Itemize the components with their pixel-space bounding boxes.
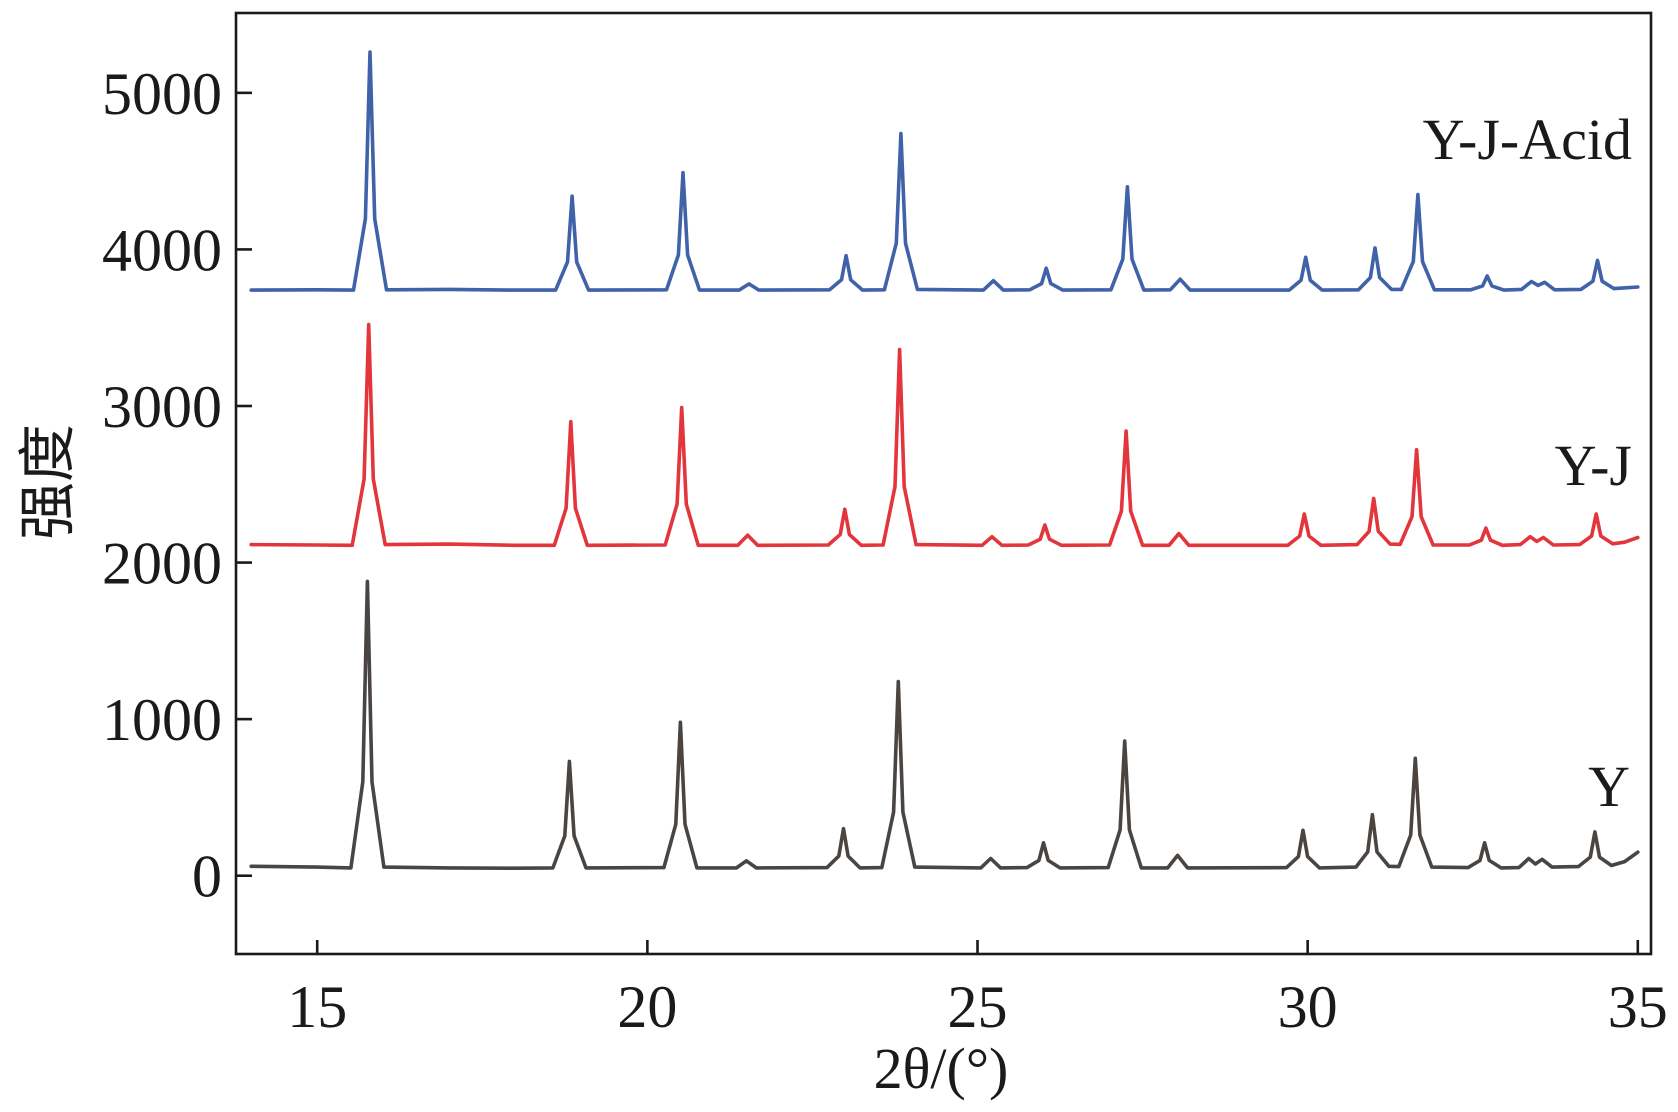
x-tick-label: 30 <box>1278 974 1338 1040</box>
series-label-y-j: Y-J <box>1555 433 1632 498</box>
series-layer <box>249 50 1640 871</box>
series-line-y-j-acid <box>249 50 1640 292</box>
y-tick-label: 4000 <box>102 217 222 283</box>
x-tick-label: 35 <box>1608 974 1668 1040</box>
x-axis-label: 2θ/(°) <box>874 1036 1009 1101</box>
x-tick-label: 25 <box>948 974 1008 1040</box>
y-tick-label: 1000 <box>102 687 222 753</box>
x-tick-label: 15 <box>287 974 347 1040</box>
x-axis-ticks: 15 20 25 30 35 <box>287 940 1668 1040</box>
series-line-y-j <box>249 322 1640 548</box>
series-label-y-j-acid: Y-J-Acid <box>1423 107 1632 172</box>
y-tick-label: 3000 <box>102 374 222 440</box>
series-label-y: Y <box>1588 754 1630 819</box>
y-axis-label: 强度 <box>16 424 81 540</box>
plot-frame <box>234 11 1653 956</box>
y-tick-label: 5000 <box>102 61 222 127</box>
x-tick-label: 20 <box>617 974 677 1040</box>
series-line-y <box>249 579 1640 871</box>
y-tick-label: 0 <box>192 844 222 910</box>
y-axis-ticks: 0 1000 2000 3000 4000 5000 <box>102 61 252 910</box>
y-tick-label: 2000 <box>102 531 222 597</box>
